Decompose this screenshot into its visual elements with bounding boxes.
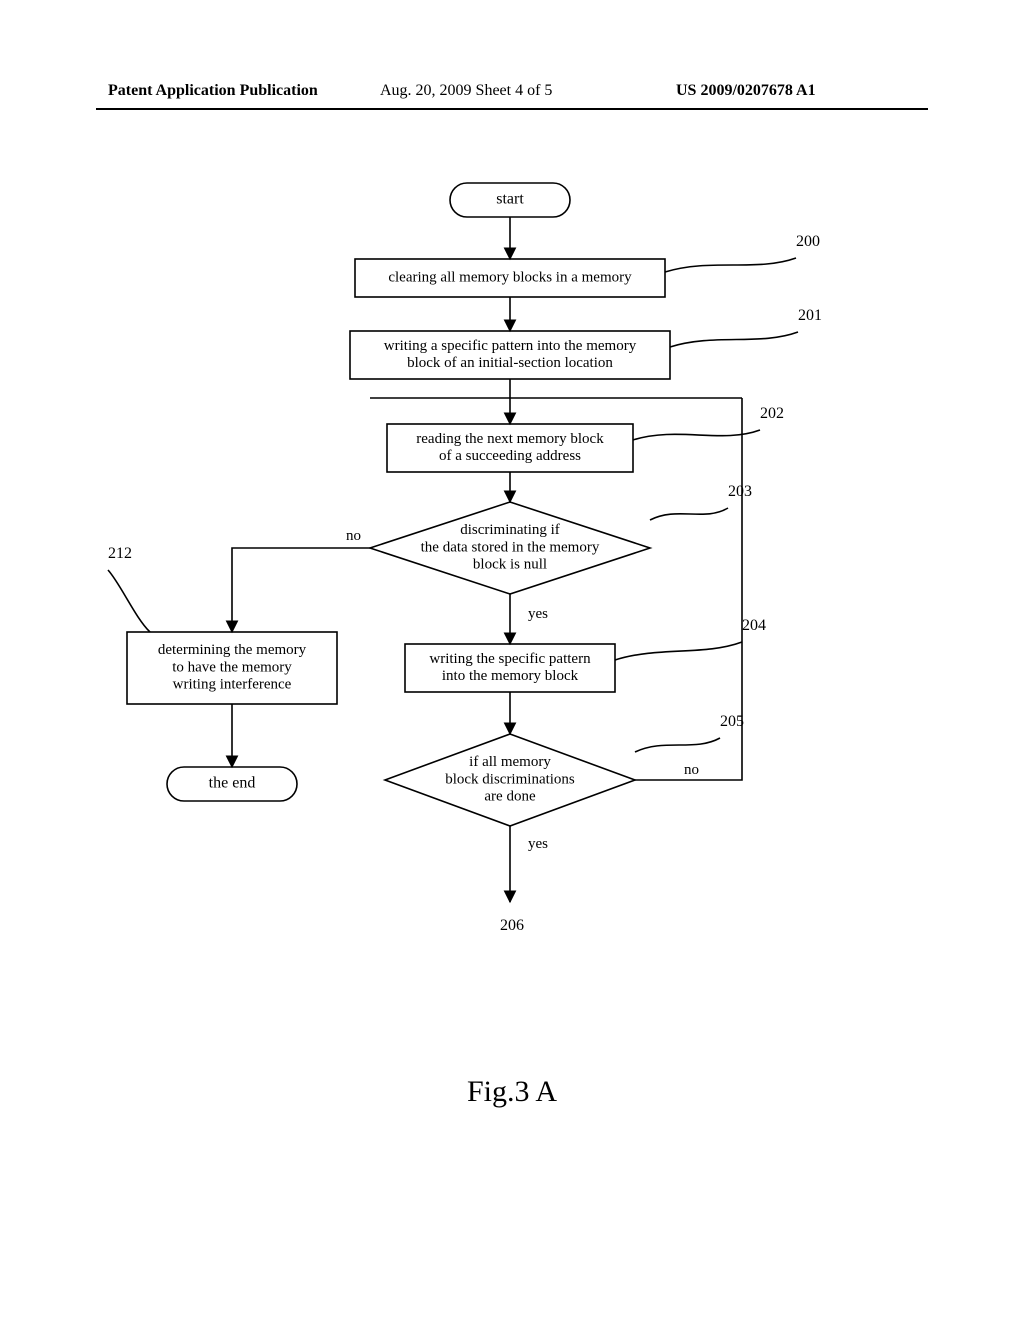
node-n200: clearing all memory blocks in a memory 20… (355, 233, 820, 297)
node-start: start (450, 183, 570, 217)
ref-number: 202 (760, 405, 784, 422)
node-label: writing a specific pattern into the memo… (384, 338, 637, 354)
edge-label: no (684, 762, 699, 778)
flowchart-container: start clearing all memory blocks in a mem… (0, 160, 1024, 1040)
node-end: the end (167, 767, 297, 801)
ref-number: 206 (500, 917, 524, 934)
node-label: block is null (473, 557, 547, 573)
node-d203: discriminating ifthe data stored in the … (370, 483, 752, 594)
node-label: block discriminations (445, 771, 575, 787)
node-label: block of an initial-section location (407, 355, 613, 371)
ref-number: 204 (742, 617, 766, 634)
flowchart-svg: start clearing all memory blocks in a mem… (0, 160, 1024, 1040)
node-label: discriminating if (460, 522, 560, 538)
node-n204: writing the specific patterninto the mem… (405, 617, 766, 692)
node-label: of a succeeding address (439, 448, 581, 464)
node-label: start (496, 191, 524, 208)
ref-number: 203 (728, 483, 752, 500)
node-label: clearing all memory blocks in a memory (388, 269, 632, 285)
figure-caption: Fig.3 A (0, 1075, 1024, 1109)
node-n201: writing a specific pattern into the memo… (350, 307, 822, 379)
node-label: the data stored in the memory (421, 539, 600, 555)
ref-number: 200 (796, 233, 820, 250)
node-label: writing the specific pattern (429, 651, 591, 667)
node-n202: reading the next memory blockof a succee… (387, 405, 784, 472)
node-label: determining the memory (158, 642, 307, 658)
edge-label: yes (528, 606, 548, 622)
edge-label: yes (528, 836, 548, 852)
header-rule (96, 108, 928, 110)
page: Patent Application Publication Aug. 20, … (0, 0, 1024, 1320)
node-label: are done (484, 789, 536, 805)
node-label: reading the next memory block (416, 431, 604, 447)
node-label: writing interference (173, 677, 292, 693)
node-n212: determining the memoryto have the memory… (108, 545, 337, 704)
header-right-text: US 2009/0207678 A1 (676, 82, 816, 100)
ref-number: 205 (720, 713, 744, 730)
ref-number: 201 (798, 307, 822, 324)
node-label: the end (209, 775, 256, 792)
header-mid-text: Aug. 20, 2009 Sheet 4 of 5 (380, 82, 552, 100)
ref-number: 212 (108, 545, 132, 562)
edge-label: no (346, 528, 361, 544)
node-label: into the memory block (442, 668, 579, 684)
node-label: to have the memory (172, 659, 292, 675)
header-left-text: Patent Application Publication (108, 82, 318, 100)
node-label: if all memory (469, 754, 551, 770)
node-out206: 206 (500, 917, 524, 934)
